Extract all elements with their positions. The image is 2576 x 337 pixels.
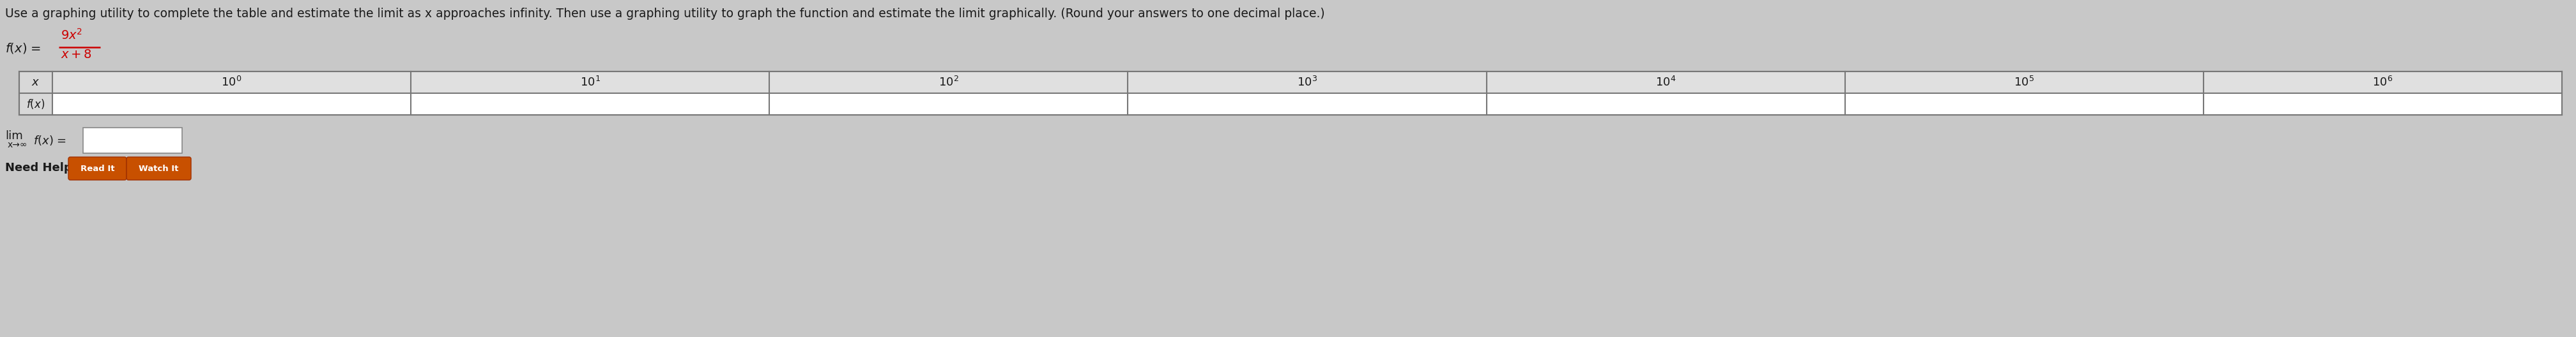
Text: $9x^2$: $9x^2$	[62, 28, 82, 42]
Text: $10^{4}$: $10^{4}$	[1656, 76, 1677, 89]
Bar	[1486, 72, 1844, 93]
Text: Read It: Read It	[80, 164, 113, 173]
FancyBboxPatch shape	[126, 157, 191, 180]
Bar	[1128, 72, 1486, 93]
Text: $x + 8$: $x + 8$	[62, 49, 93, 61]
Bar	[412, 72, 770, 93]
Bar	[770, 72, 1128, 93]
Bar	[2202, 72, 2561, 93]
Text: $10^{2}$: $10^{2}$	[938, 76, 958, 89]
Text: $10^{5}$: $10^{5}$	[2014, 76, 2035, 89]
Text: Watch It: Watch It	[139, 164, 178, 173]
Bar	[82, 128, 183, 153]
Text: $x$: $x$	[31, 76, 41, 88]
Text: $10^{1}$: $10^{1}$	[580, 76, 600, 89]
Bar	[18, 71, 2563, 115]
Text: lim: lim	[5, 130, 23, 142]
Bar	[2202, 93, 2561, 115]
Text: $10^{6}$: $10^{6}$	[2372, 76, 2393, 89]
FancyBboxPatch shape	[70, 157, 126, 180]
Text: x→∞: x→∞	[8, 141, 28, 149]
Bar	[412, 93, 770, 115]
Bar	[1844, 72, 2202, 93]
Text: Use a graphing utility to complete the table and estimate the limit as x approac: Use a graphing utility to complete the t…	[5, 8, 1324, 20]
Text: $10^{3}$: $10^{3}$	[1296, 76, 1316, 89]
Bar	[52, 72, 410, 93]
Text: $f(x)$ =: $f(x)$ =	[5, 41, 41, 55]
Bar	[1128, 93, 1486, 115]
Text: $10^{0}$: $10^{0}$	[222, 76, 242, 89]
Bar	[770, 93, 1128, 115]
Text: $f(x)$ =: $f(x)$ =	[33, 134, 67, 147]
Text: Need Help?: Need Help?	[5, 162, 80, 174]
Bar	[1486, 93, 1844, 115]
Bar	[52, 93, 410, 115]
Text: $f(x)$: $f(x)$	[26, 98, 46, 111]
Bar	[1844, 93, 2202, 115]
